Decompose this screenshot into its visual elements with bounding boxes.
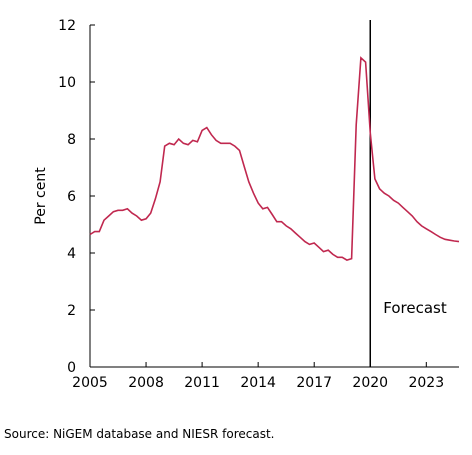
chart: 0 2 4 6 8 10 12 2005 2008 2011 2014 2017 2020 2023 F… [33,18,460,391]
y-tick-label: 10 [58,75,76,91]
x-tick-label: 2011 [184,375,220,391]
y-tick-label: 12 [58,18,76,34]
y-tick-label: 8 [67,132,76,148]
y-tick-label: 0 [67,360,76,376]
y-tick-label: 2 [67,303,76,319]
series-line [89,56,460,261]
x-tick-label: 2008 [128,375,164,391]
x-tick-label: 2014 [240,375,276,391]
x-tick-label: 2017 [296,375,332,391]
source-note: Source: NiGEM database and NIESR forecas… [4,427,275,441]
y-axis: 0 2 4 6 8 10 12 [58,18,95,376]
x-tick-label: 2023 [408,375,444,391]
forecast-annotation: Forecast [383,299,447,317]
x-axis: 2005 2008 2011 2014 2017 2020 2023 [72,362,444,391]
x-tick-label: 2020 [352,375,388,391]
y-axis-title: Per cent [33,167,49,225]
y-tick-label: 6 [67,189,76,205]
x-tick-label: 2005 [72,375,108,391]
y-tick-label: 4 [67,246,76,262]
